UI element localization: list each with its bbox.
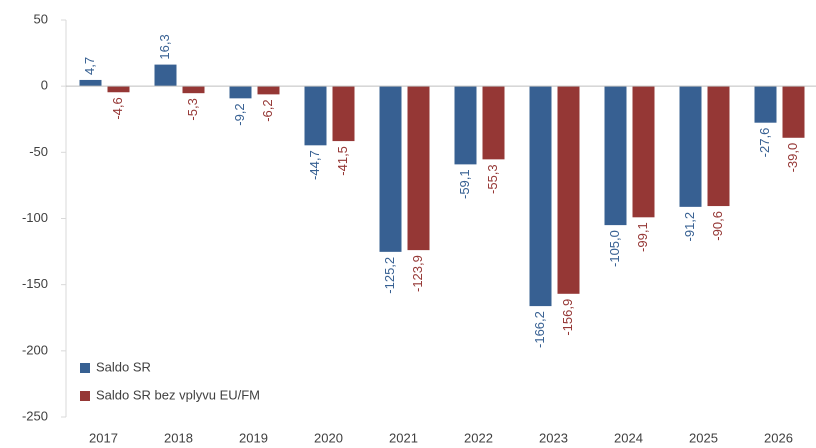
value-label: -105,0 — [607, 230, 622, 267]
value-label: -27,6 — [757, 128, 772, 158]
y-tick-label: -100 — [22, 210, 48, 225]
y-tick-label: -150 — [22, 276, 48, 291]
value-label: -5,3 — [185, 98, 200, 120]
x-tick-label: 2022 — [464, 430, 493, 445]
bar — [257, 86, 280, 95]
value-label: -123,9 — [410, 255, 425, 292]
bar — [529, 86, 552, 307]
value-label: -91,2 — [682, 212, 697, 242]
legend-label: Saldo SR bez vplyvu EU/FM — [96, 387, 260, 402]
x-tick-label: 2023 — [539, 430, 568, 445]
x-tick-label: 2024 — [614, 430, 643, 445]
x-tick-label: 2020 — [314, 430, 343, 445]
bar — [679, 86, 702, 207]
value-label: -44,7 — [307, 150, 322, 180]
bar — [107, 86, 130, 93]
bar — [154, 64, 177, 87]
bar — [407, 86, 430, 251]
y-tick-label: -250 — [22, 408, 48, 423]
legend-swatch — [80, 391, 90, 401]
value-label: -39,0 — [785, 143, 800, 173]
value-label: -6,2 — [260, 99, 275, 121]
bar — [79, 79, 102, 87]
x-tick-label: 2025 — [689, 430, 718, 445]
bar — [632, 86, 655, 218]
y-tick-label: -50 — [29, 144, 48, 159]
bar — [482, 86, 505, 160]
value-label: -9,2 — [232, 103, 247, 125]
x-tick-label: 2026 — [764, 430, 793, 445]
bar — [182, 86, 205, 94]
bar — [304, 86, 327, 146]
bar — [782, 86, 805, 138]
value-label: -99,1 — [635, 222, 650, 252]
value-label: -55,3 — [485, 164, 500, 194]
legend-swatch — [80, 363, 90, 373]
value-label: 4,7 — [82, 57, 97, 75]
y-tick-label: 50 — [34, 11, 48, 26]
legend-label: Saldo SR — [96, 359, 151, 374]
bar — [332, 86, 355, 142]
value-label: -90,6 — [710, 211, 725, 241]
x-tick-label: 2017 — [89, 430, 118, 445]
x-tick-label: 2018 — [164, 430, 193, 445]
bar — [557, 86, 580, 294]
bar — [379, 86, 402, 252]
value-label: 16,3 — [157, 34, 172, 59]
value-label: -166,2 — [532, 311, 547, 348]
x-tick-label: 2019 — [239, 430, 268, 445]
bar — [454, 86, 477, 165]
bar — [604, 86, 627, 226]
value-label: -156,9 — [560, 299, 575, 336]
bar — [707, 86, 730, 207]
bar — [754, 86, 777, 123]
y-tick-label: 0 — [41, 78, 48, 93]
y-tick-label: -200 — [22, 342, 48, 357]
value-label: -59,1 — [457, 169, 472, 199]
value-label: -125,2 — [382, 257, 397, 294]
value-label: -4,6 — [110, 97, 125, 119]
value-label: -41,5 — [335, 146, 350, 176]
x-tick-label: 2021 — [389, 430, 418, 445]
bar — [229, 86, 252, 99]
